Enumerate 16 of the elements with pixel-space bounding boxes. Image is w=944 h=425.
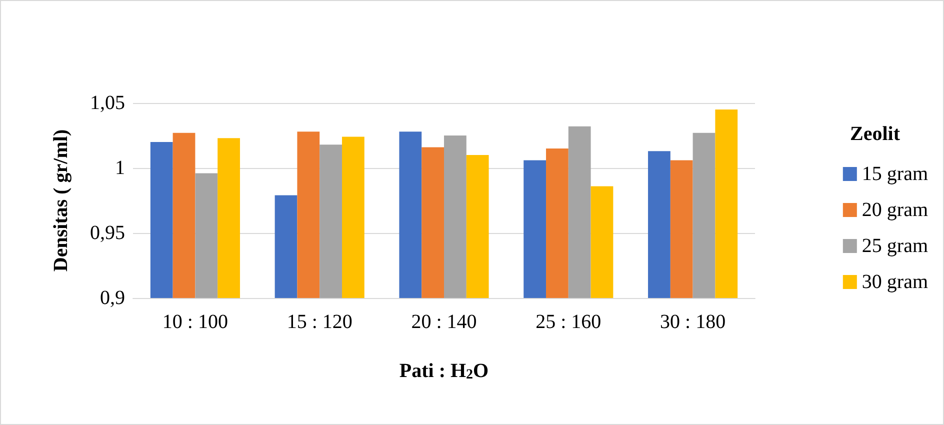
x-tick-label: 10 : 100 (162, 311, 228, 333)
x-tick-label: 15 : 120 (286, 311, 352, 333)
x-tick-label: 30 : 180 (660, 311, 726, 333)
legend-label: 30 gram (862, 271, 928, 293)
legend-title: Zeolit (850, 123, 900, 145)
y-tick-label: 1 (115, 157, 125, 179)
y-axis-title: Densitas ( gr/ml) (50, 129, 72, 272)
y-tick-label: 0,95 (90, 222, 125, 244)
x-tick-label: 25 : 160 (536, 311, 602, 333)
x-tick-label: 20 : 140 (411, 311, 477, 333)
legend-label: 20 gram (862, 199, 928, 221)
legend-label: 15 gram (862, 163, 928, 185)
y-tick-label: 0,9 (100, 287, 125, 309)
legend-label: 25 gram (862, 235, 928, 257)
y-tick-label: 1,05 (90, 92, 125, 114)
x-axis-title: Pati : H2O (399, 360, 489, 382)
